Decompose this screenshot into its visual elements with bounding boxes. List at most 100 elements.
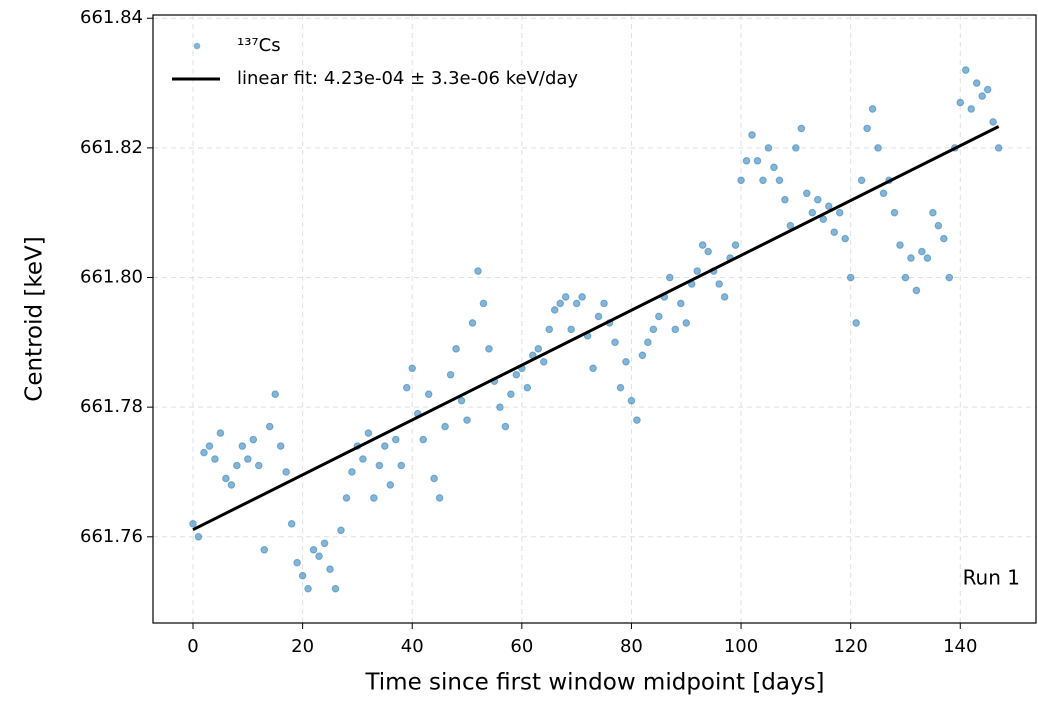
- data-point: [627, 396, 636, 405]
- data-point: [397, 461, 406, 470]
- data-point: [244, 455, 252, 463]
- data-point: [929, 208, 937, 217]
- data-point: [770, 163, 778, 172]
- data-point: [956, 98, 965, 107]
- data-point: [813, 195, 822, 204]
- x-tick-label: 60: [510, 636, 533, 657]
- data-point: [539, 357, 548, 366]
- data-point: [753, 157, 762, 165]
- y-tick-label: 661.84: [80, 7, 143, 28]
- data-point: [764, 144, 773, 152]
- data-point: [600, 299, 608, 308]
- data-point: [698, 241, 707, 249]
- data-point: [748, 131, 756, 139]
- data-point: [578, 293, 586, 301]
- data-point: [408, 364, 417, 373]
- data-point: [967, 105, 976, 113]
- data-point: [907, 254, 915, 262]
- data-point: [633, 416, 641, 424]
- data-point: [786, 221, 795, 230]
- data-point: [972, 79, 981, 87]
- data-point: [216, 429, 225, 437]
- data-point: [271, 390, 280, 398]
- data-point: [194, 532, 203, 541]
- annotation: Run 1: [963, 566, 1020, 590]
- data-point: [994, 144, 1003, 152]
- data-point: [824, 202, 833, 211]
- x-tick-label: 120: [833, 636, 867, 657]
- data-point: [611, 338, 619, 347]
- data-point: [989, 118, 997, 126]
- plot-frame: [152, 14, 1037, 624]
- data-point: [676, 299, 685, 308]
- data-point: [616, 383, 625, 392]
- x-axis-label: Time since first window midpoint [days]: [364, 670, 824, 696]
- data-point: [644, 338, 652, 347]
- legend-label: ¹³⁷Cs: [237, 35, 281, 56]
- data-point: [276, 442, 285, 450]
- x-tick-label: 80: [620, 636, 643, 657]
- data-point: [918, 247, 926, 256]
- legend-label: linear fit: 4.23e-04 ± 3.3e-06 keV/day: [237, 68, 578, 89]
- data-point: [304, 584, 312, 593]
- data-point: [348, 468, 356, 476]
- data-point: [775, 176, 784, 185]
- data-point: [622, 357, 630, 366]
- data-point: [512, 370, 521, 379]
- data-point: [693, 267, 702, 275]
- data-point: [337, 526, 345, 535]
- data-point: [254, 461, 263, 470]
- data-point: [561, 293, 570, 301]
- data-point: [572, 299, 581, 308]
- data-point: [808, 208, 817, 217]
- data-point: [797, 124, 806, 133]
- data-point: [940, 234, 948, 243]
- data-point: [402, 383, 411, 392]
- data-point: [835, 208, 844, 217]
- data-point: [589, 364, 597, 373]
- data-point: [200, 448, 208, 457]
- data-point: [649, 325, 658, 334]
- data-point: [934, 221, 943, 230]
- data-point: [474, 267, 482, 275]
- data-point: [211, 455, 219, 463]
- data-point: [731, 241, 740, 249]
- data-point: [912, 286, 921, 295]
- data-point: [874, 144, 882, 152]
- data-point: [682, 319, 691, 327]
- data-point: [759, 176, 767, 185]
- data-point: [792, 144, 800, 152]
- data-point: [890, 208, 899, 217]
- data-point: [485, 345, 493, 353]
- data-point: [227, 481, 236, 489]
- data-point: [501, 422, 510, 431]
- data-point: [567, 325, 575, 334]
- data-point: [320, 539, 329, 548]
- data-point: [550, 306, 559, 314]
- data-point: [666, 273, 674, 282]
- data-point: [468, 319, 477, 327]
- x-tick-label: 100: [724, 636, 758, 657]
- data-point: [342, 494, 351, 502]
- data-point: [479, 299, 488, 308]
- data-point: [715, 280, 723, 288]
- data-point: [260, 545, 269, 554]
- data-point: [391, 435, 400, 444]
- data-point: [419, 435, 427, 444]
- y-tick-label: 661.76: [80, 526, 143, 547]
- data-point: [364, 429, 373, 437]
- data-point: [846, 273, 855, 282]
- x-tick-label: 40: [401, 636, 424, 657]
- data-point: [441, 422, 449, 431]
- data-point: [556, 299, 564, 308]
- data-point: [424, 390, 433, 398]
- data-point: [781, 195, 789, 204]
- data-point: [205, 442, 214, 450]
- data-point: [309, 545, 318, 554]
- data-point: [671, 325, 680, 334]
- data-point: [863, 124, 871, 133]
- x-tick-label: 140: [943, 636, 977, 657]
- data-point: [265, 422, 274, 431]
- data-point: [896, 241, 904, 249]
